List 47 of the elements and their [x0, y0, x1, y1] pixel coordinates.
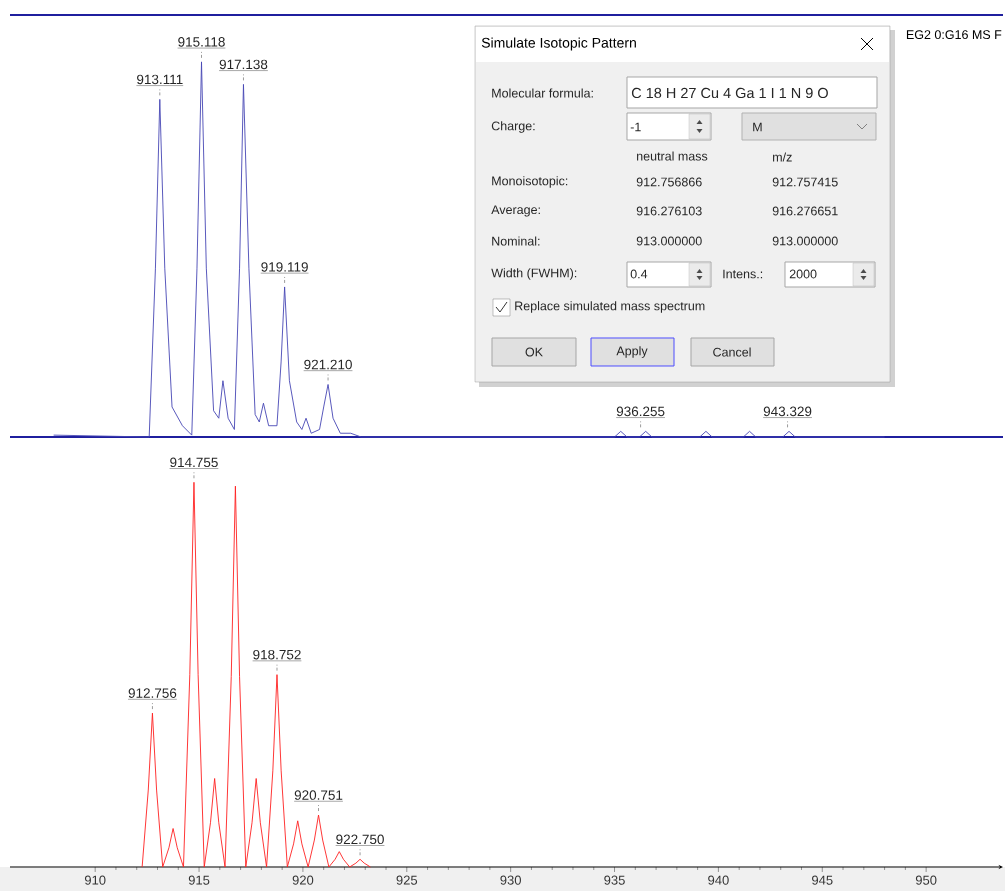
x-tick-label: 930 [500, 875, 521, 885]
annotation: 922.750 [336, 834, 384, 845]
x-tick-label: 935 [604, 875, 625, 885]
annotation: 917.138 [219, 59, 268, 70]
annotation: 920.751 [294, 790, 343, 800]
annotation: Average: [491, 205, 540, 217]
annotation: Intens.: [723, 269, 763, 279]
annotation: 936.255 [616, 406, 665, 417]
annotation: Monoisotopic: [492, 176, 568, 188]
annotation: neutral mass [637, 151, 708, 161]
annotation: 919.119 [261, 262, 308, 272]
annotation: 916.276103 [636, 206, 702, 216]
annotation: 921.210 [304, 359, 352, 370]
annotation: 914.755 [170, 457, 218, 468]
annotation: 913.111 [137, 74, 183, 85]
annotation: 943.329 [763, 406, 812, 417]
x-tick-label: 945 [812, 875, 833, 885]
text: EG2 0:G16 MS F [906, 30, 1002, 40]
annotation: M [753, 122, 762, 132]
annotation: 913.000000 [636, 236, 702, 246]
annotation: 912.756 [128, 688, 177, 698]
x-tick-label: 950 [915, 875, 937, 885]
x-tick-label: 925 [396, 875, 418, 885]
text: Simulate Isotopic Pattern [481, 37, 636, 51]
annotation: 916.276651 [772, 206, 838, 216]
annotation: 2000 [789, 269, 817, 279]
annotation: Replace simulated mass spectrum [515, 301, 705, 313]
annotation: 913.000000 [772, 236, 838, 246]
annotation: 912.756866 [636, 177, 702, 187]
x-tick-label: 910 [84, 875, 106, 885]
annotation: 918.752 [253, 649, 301, 660]
annotation: Cancel [713, 347, 751, 357]
x-tick-label: 915 [188, 875, 210, 885]
annotation: Molecular formula: [492, 88, 593, 98]
x-tick-label: 920 [292, 875, 314, 885]
annotation: OK [525, 347, 543, 357]
annotation: 0.4 [630, 269, 648, 279]
annotation: -1 [630, 122, 641, 132]
annotation: Charge: [491, 121, 535, 133]
annotation: m/z [773, 152, 792, 162]
annotation: 912.757415 [772, 177, 838, 187]
annotation: Width (FWHM): [491, 268, 577, 280]
annotation: Apply [616, 346, 648, 358]
annotation: C 18 H 27 Cu 4 Ga 1 I 1 N 9 O [631, 87, 828, 99]
annotation: Nominal: [492, 236, 540, 246]
x-tick-label: 940 [708, 875, 729, 885]
annotation: 915.118 [178, 37, 225, 47]
